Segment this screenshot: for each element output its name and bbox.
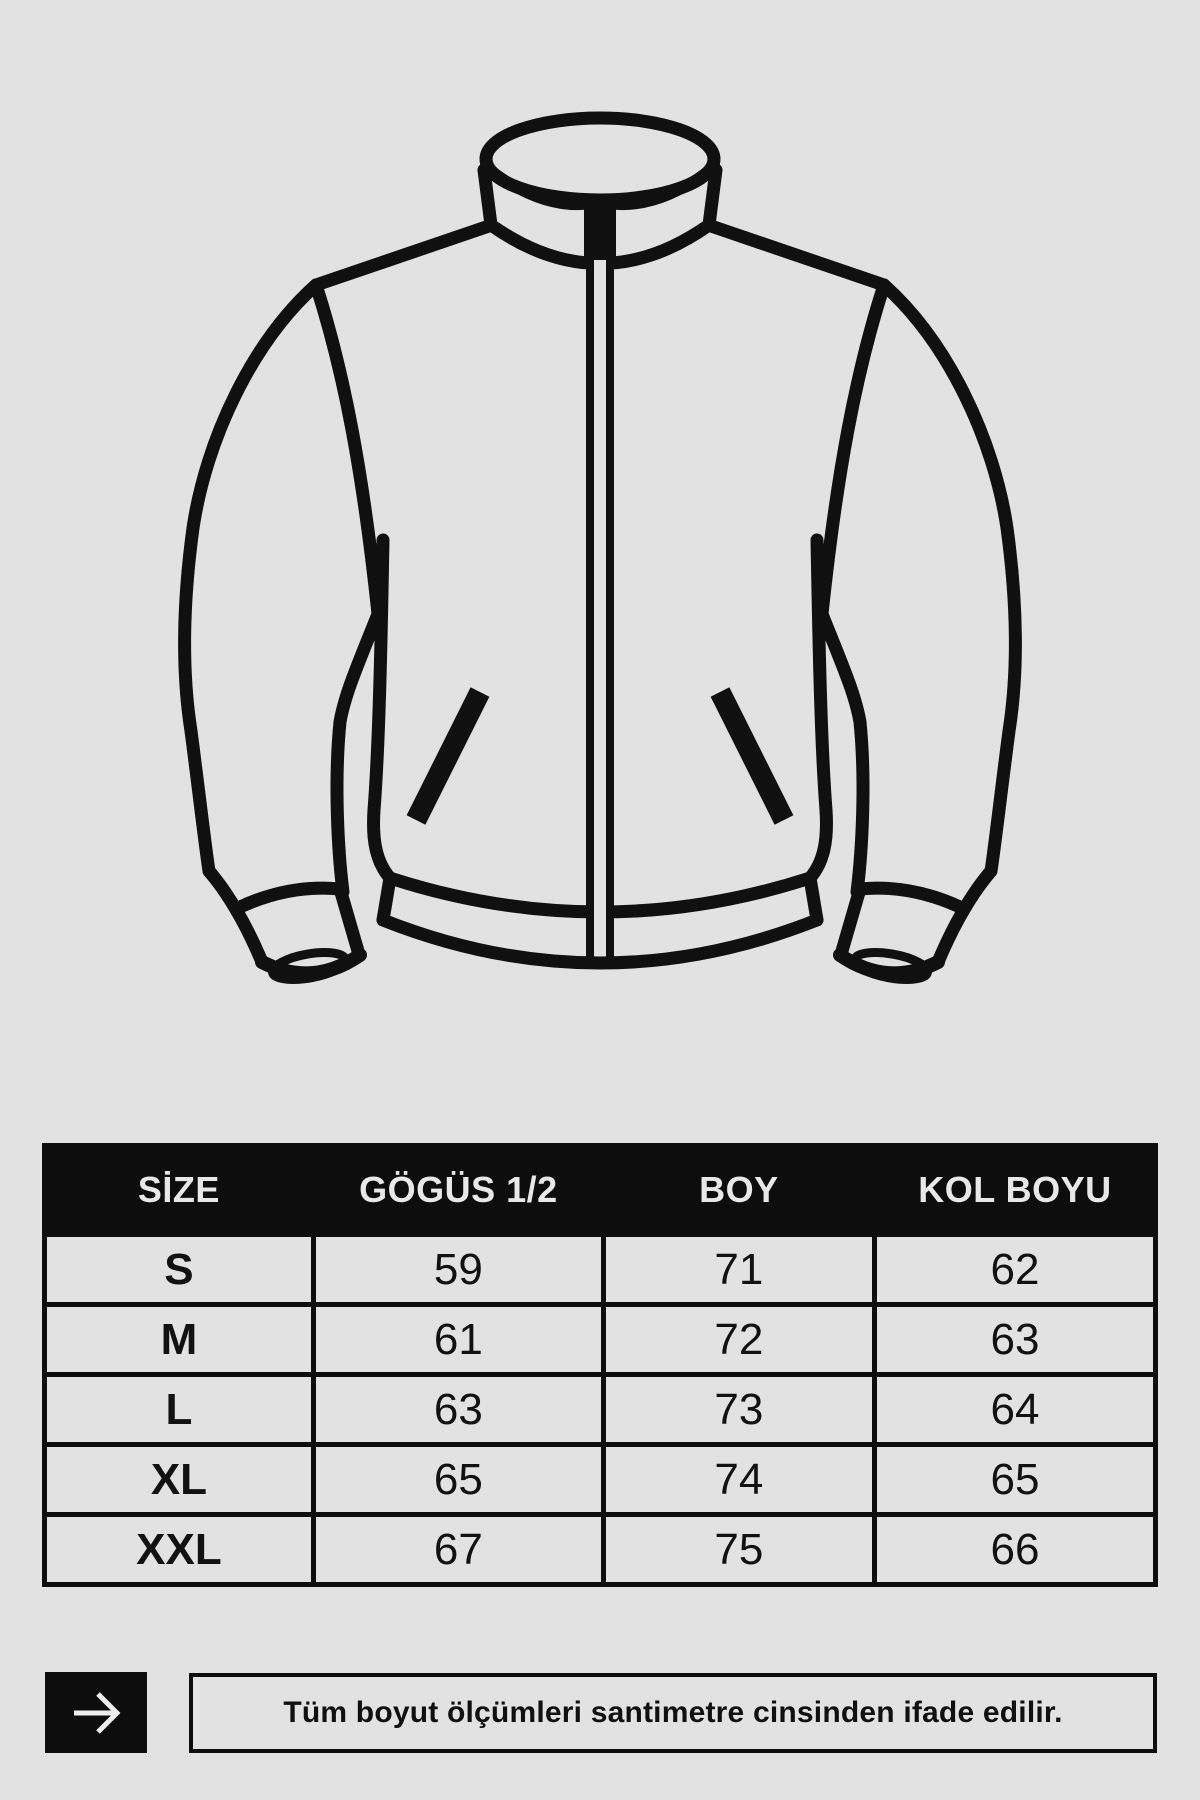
size-table-row: XXL 67 75 66	[42, 1512, 1159, 1587]
measurement-cell: 71	[600, 1232, 877, 1307]
measurement-cell: 59	[310, 1232, 606, 1307]
size-label-cell: S	[42, 1232, 316, 1307]
measurement-cell: 65	[310, 1442, 606, 1517]
measurement-cell: 61	[310, 1302, 606, 1377]
size-table-row: XL 65 74 65	[42, 1442, 1159, 1517]
size-table: SİZE GÖGÜS 1/2 BOY KOL BOYU S 59 71 62 M 61 72…	[42, 1143, 1159, 1587]
size-table-section: SİZE GÖGÜS 1/2 BOY KOL BOYU S 59 71 62 M 61 72…	[42, 1143, 1159, 1587]
col-header-length: BOY	[600, 1143, 877, 1237]
measurement-cell: 75	[600, 1512, 877, 1587]
size-label-cell: XL	[42, 1442, 316, 1517]
size-table-row: S 59 71 62	[42, 1232, 1159, 1307]
note-box: Tüm boyut ölçümleri santimetre cinsinden…	[189, 1673, 1157, 1753]
measurement-cell: 63	[871, 1302, 1159, 1377]
measurement-cell: 72	[600, 1302, 877, 1377]
measurement-cell: 74	[600, 1442, 877, 1517]
measurement-cell: 63	[310, 1372, 606, 1447]
jacket-illustration	[178, 111, 1022, 984]
size-table-header-row: SİZE GÖGÜS 1/2 BOY KOL BOYU	[42, 1143, 1159, 1237]
col-header-size: SİZE	[42, 1143, 316, 1237]
size-table-row: L 63 73 64	[42, 1372, 1159, 1447]
right-arrow-icon	[74, 1691, 121, 1734]
col-header-sleeve: KOL BOYU	[871, 1143, 1159, 1237]
arrow-badge	[45, 1672, 147, 1753]
hem-lower-line	[376, 913, 824, 970]
jacket-line-art-icon	[178, 111, 1022, 984]
size-table-row: M 61 72 63	[42, 1302, 1159, 1377]
size-table-body: S 59 71 62 M 61 72 63 L 63 73 64 XL 65 74 65 XXL 67 75 66	[42, 1232, 1159, 1587]
measurement-cell: 67	[310, 1512, 606, 1587]
measurement-cell: 66	[871, 1512, 1159, 1587]
col-header-chest: GÖGÜS 1/2	[310, 1143, 606, 1237]
measurement-cell: 64	[871, 1372, 1159, 1447]
size-label-cell: XXL	[42, 1512, 316, 1587]
measurement-cell: 65	[871, 1442, 1159, 1517]
zipper-top	[584, 198, 616, 260]
left-pocket-line	[406, 687, 490, 825]
right-pocket-line	[710, 687, 794, 825]
jacket-left-half	[178, 219, 496, 984]
size-label-cell: L	[42, 1372, 316, 1447]
measurement-cell: 62	[871, 1232, 1159, 1307]
note-text: Tüm boyut ölçümleri santimetre cinsinden…	[283, 1696, 1063, 1729]
size-label-cell: M	[42, 1302, 316, 1377]
jacket-right-half	[704, 219, 1022, 984]
measurement-cell: 73	[600, 1372, 877, 1447]
